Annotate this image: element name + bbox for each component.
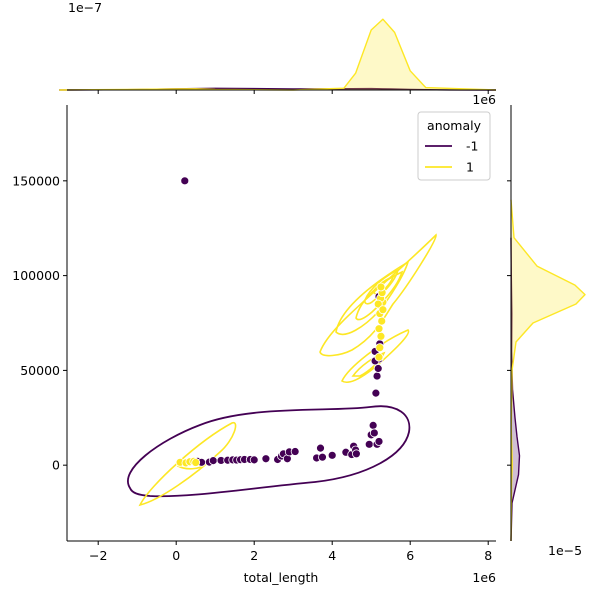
scatter-point-anomaly-1	[376, 282, 386, 292]
scatter-point-anomaly-neg1	[369, 428, 379, 438]
marginal-y-offset-label: 1e−5	[548, 543, 582, 558]
legend-label: 1	[466, 160, 474, 175]
contour-anomaly-1-lower-outer	[138, 422, 237, 507]
scatter-point-anomaly-neg1	[364, 439, 374, 449]
scatter-point-anomaly-1	[378, 305, 388, 315]
y-tick-label: 150000	[12, 173, 60, 188]
scatter-point-anomaly-neg1	[316, 443, 325, 453]
legend-box	[417, 111, 491, 181]
marginal-y-curve	[510, 199, 586, 542]
x-tick-label: −2	[89, 548, 107, 563]
marginal-x-fill	[59, 19, 496, 91]
scatter-point-anomaly-1	[374, 324, 384, 334]
scatter-point-anomaly-neg1	[373, 364, 383, 373]
marginal-x-panel: 1e6 1e−7	[59, 0, 496, 107]
scatter-point-anomaly-neg1	[371, 388, 381, 398]
x-tick-label: 6	[406, 548, 414, 563]
scatter-point-anomaly-1	[375, 343, 385, 353]
y-tick-label: 50000	[20, 363, 60, 378]
contour-anomaly-1-lower-lobe	[340, 329, 410, 383]
marginal-x-axis-offset: 1e6	[472, 92, 496, 107]
scatter-point-anomaly-neg1	[180, 176, 190, 186]
marginal-x-curve	[59, 18, 497, 91]
marginal-y-panel: 1e−5	[507, 105, 586, 558]
x-tick-label: 4	[328, 548, 336, 563]
scatter-point-anomaly-neg1	[327, 450, 337, 460]
scatter-point-anomaly-neg1	[249, 455, 259, 465]
legend-label: -1	[466, 139, 478, 154]
scatter-point-anomaly-1	[373, 299, 383, 309]
contour-anomaly-1-upper-3	[355, 270, 404, 321]
scatter-point-anomaly-neg1	[351, 449, 361, 459]
x-tick-label: 8	[484, 548, 492, 563]
y-tick-label: 0	[52, 458, 60, 473]
x-axis-ticks: −2 0 2 4 6 8	[89, 541, 492, 563]
scatter-point-anomaly-1	[376, 331, 386, 341]
scatter-point-anomaly-neg1	[261, 454, 271, 464]
scatter-point-anomaly-neg1	[290, 447, 300, 456]
scatter-point-anomaly-1	[377, 316, 387, 326]
x-tick-label: 2	[250, 548, 258, 563]
scatter-point-anomaly-neg1	[208, 456, 218, 466]
marginal-x-offset-label: 1e−7	[68, 0, 102, 15]
scatter-point-anomaly-neg1	[368, 420, 378, 430]
scatter-points	[175, 176, 388, 468]
legend: anomaly -1 1	[417, 111, 491, 181]
scatter-point-anomaly-neg1	[372, 371, 382, 381]
contour-anomaly-neg1	[127, 405, 411, 498]
x-tick-label: 0	[172, 548, 180, 563]
scatter-point-anomaly-neg1	[374, 437, 384, 446]
contour-anomaly-1-lower-lobe-2	[351, 351, 386, 377]
contour-anomaly-1-upper-4	[364, 268, 400, 305]
legend-title: anomaly	[427, 118, 482, 133]
y-axis-ticks: 0 50000 100000 150000	[12, 173, 67, 473]
contour-anomaly-1-upper-2	[335, 260, 410, 336]
scatter-point-anomaly-neg1	[318, 452, 327, 462]
y-tick-label: 100000	[12, 268, 60, 283]
kde-contours	[127, 233, 437, 507]
x-axis-offset-label: 1e6	[472, 570, 496, 585]
marginal-y-curve	[510, 237, 521, 542]
marginal-y-fill	[511, 237, 520, 541]
scatter-point-anomaly-1	[374, 352, 384, 362]
x-axis-label: total_length	[244, 570, 319, 585]
scatter-point-anomaly-1	[191, 458, 201, 467]
marginal-y-fill	[511, 199, 585, 542]
